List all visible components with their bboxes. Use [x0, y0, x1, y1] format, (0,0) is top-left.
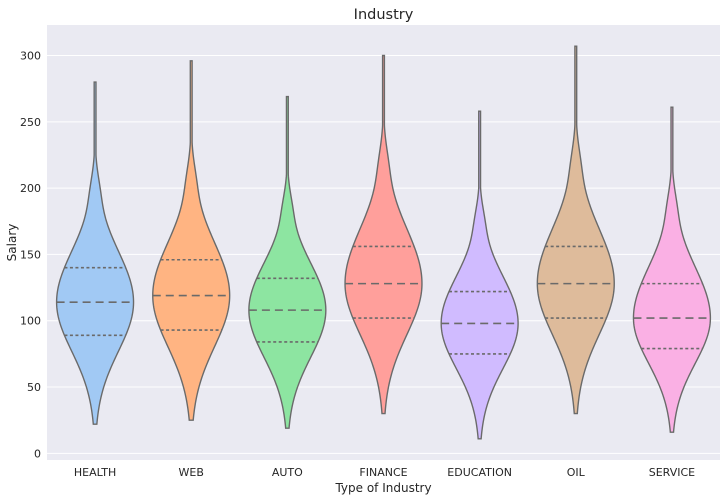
y-tick-label: 0	[34, 447, 41, 460]
violin-body	[440, 110, 519, 440]
y-tick-labels: 0 50 100 150 200 250 300	[20, 50, 41, 461]
x-axis-label: Type of Industry	[334, 481, 431, 495]
violin-body	[248, 95, 327, 429]
x-tick-labels: HEALTH WEB AUTO FINANCE EDUCATION OIL SERVICE	[74, 466, 695, 479]
y-tick-label: 150	[20, 248, 41, 261]
violin-body	[632, 106, 712, 433]
x-tick-label: EDUCATION	[447, 466, 512, 479]
x-tick-label: WEB	[179, 466, 204, 479]
y-tick-label: 300	[20, 50, 41, 63]
x-tick-label: AUTO	[272, 466, 303, 479]
violin-body	[536, 45, 615, 415]
violins	[55, 45, 712, 440]
y-tick-label: 50	[27, 381, 41, 394]
x-tick-label: OIL	[567, 466, 586, 479]
y-tick-label: 200	[20, 182, 41, 195]
x-tick-label: HEALTH	[74, 466, 116, 479]
y-tick-label: 100	[20, 315, 41, 328]
x-tick-label: SERVICE	[649, 466, 695, 479]
y-axis-label: Salary	[5, 224, 19, 262]
x-tick-label: FINANCE	[359, 466, 407, 479]
y-tick-label: 250	[20, 116, 41, 129]
violin-body	[344, 54, 423, 415]
violin-body	[55, 81, 135, 425]
chart-title: Industry	[354, 7, 414, 23]
